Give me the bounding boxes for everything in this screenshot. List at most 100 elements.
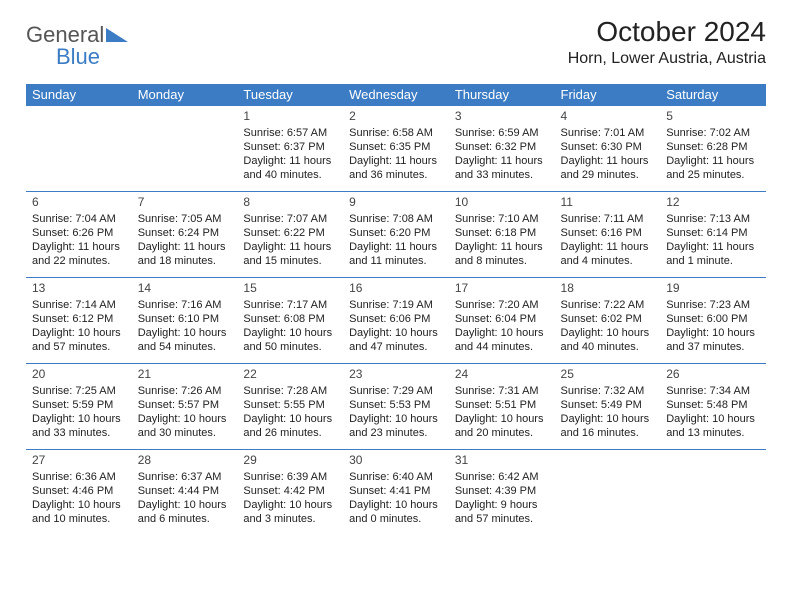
- sunset: Sunset: 6:14 PM: [666, 226, 760, 240]
- sunrise: Sunrise: 7:19 AM: [349, 298, 443, 312]
- day-cell: 11Sunrise: 7:11 AMSunset: 6:16 PMDayligh…: [555, 192, 661, 278]
- sunrise: Sunrise: 7:34 AM: [666, 384, 760, 398]
- day-number: 1: [243, 109, 337, 125]
- day-number: 21: [138, 367, 232, 383]
- day-cell: 9Sunrise: 7:08 AMSunset: 6:20 PMDaylight…: [343, 192, 449, 278]
- day-number: 24: [455, 367, 549, 383]
- day-number: 26: [666, 367, 760, 383]
- daylight: Daylight: 10 hours and 30 minutes.: [138, 412, 232, 441]
- sunrise: Sunrise: 7:22 AM: [561, 298, 655, 312]
- day-number: 12: [666, 195, 760, 211]
- daylight: Daylight: 10 hours and 54 minutes.: [138, 326, 232, 355]
- sunset: Sunset: 6:24 PM: [138, 226, 232, 240]
- sunrise: Sunrise: 7:29 AM: [349, 384, 443, 398]
- daylight: Daylight: 10 hours and 16 minutes.: [561, 412, 655, 441]
- day-cell: 6Sunrise: 7:04 AMSunset: 6:26 PMDaylight…: [26, 192, 132, 278]
- day-number: 18: [561, 281, 655, 297]
- sunrise: Sunrise: 7:28 AM: [243, 384, 337, 398]
- day-cell: 3Sunrise: 6:59 AMSunset: 6:32 PMDaylight…: [449, 106, 555, 192]
- day-cell: 28Sunrise: 6:37 AMSunset: 4:44 PMDayligh…: [132, 450, 238, 536]
- sunset: Sunset: 6:16 PM: [561, 226, 655, 240]
- day-cell: 20Sunrise: 7:25 AMSunset: 5:59 PMDayligh…: [26, 364, 132, 450]
- daylight: Daylight: 11 hours and 25 minutes.: [666, 154, 760, 183]
- day-number: 13: [32, 281, 126, 297]
- daylight: Daylight: 11 hours and 40 minutes.: [243, 154, 337, 183]
- day-number: 28: [138, 453, 232, 469]
- day-number: 3: [455, 109, 549, 125]
- day-number: 2: [349, 109, 443, 125]
- daylight: Daylight: 10 hours and 10 minutes.: [32, 498, 126, 527]
- day-number: 7: [138, 195, 232, 211]
- sunrise: Sunrise: 7:10 AM: [455, 212, 549, 226]
- sunrise: Sunrise: 7:05 AM: [138, 212, 232, 226]
- day-cell: 23Sunrise: 7:29 AMSunset: 5:53 PMDayligh…: [343, 364, 449, 450]
- sunset: Sunset: 6:02 PM: [561, 312, 655, 326]
- sunrise: Sunrise: 7:01 AM: [561, 126, 655, 140]
- sunset: Sunset: 4:41 PM: [349, 484, 443, 498]
- daylight: Daylight: 11 hours and 29 minutes.: [561, 154, 655, 183]
- day-number: 29: [243, 453, 337, 469]
- day-cell: 7Sunrise: 7:05 AMSunset: 6:24 PMDaylight…: [132, 192, 238, 278]
- sunrise: Sunrise: 7:20 AM: [455, 298, 549, 312]
- daylight: Daylight: 11 hours and 4 minutes.: [561, 240, 655, 269]
- day-number: 19: [666, 281, 760, 297]
- sunset: Sunset: 6:37 PM: [243, 140, 337, 154]
- calendar-row: 1Sunrise: 6:57 AMSunset: 6:37 PMDaylight…: [26, 106, 766, 192]
- calendar-row: 6Sunrise: 7:04 AMSunset: 6:26 PMDaylight…: [26, 192, 766, 278]
- weekday-header: Thursday: [449, 84, 555, 106]
- sunset: Sunset: 4:44 PM: [138, 484, 232, 498]
- calendar-row: 13Sunrise: 7:14 AMSunset: 6:12 PMDayligh…: [26, 278, 766, 364]
- sunset: Sunset: 6:18 PM: [455, 226, 549, 240]
- daylight: Daylight: 11 hours and 18 minutes.: [138, 240, 232, 269]
- daylight: Daylight: 11 hours and 8 minutes.: [455, 240, 549, 269]
- day-cell: 19Sunrise: 7:23 AMSunset: 6:00 PMDayligh…: [660, 278, 766, 364]
- day-number: 16: [349, 281, 443, 297]
- day-cell: 1Sunrise: 6:57 AMSunset: 6:37 PMDaylight…: [237, 106, 343, 192]
- sunset: Sunset: 6:22 PM: [243, 226, 337, 240]
- day-number: 8: [243, 195, 337, 211]
- day-cell: 29Sunrise: 6:39 AMSunset: 4:42 PMDayligh…: [237, 450, 343, 536]
- title-block: October 2024 Horn, Lower Austria, Austri…: [568, 16, 766, 68]
- calendar-body: 1Sunrise: 6:57 AMSunset: 6:37 PMDaylight…: [26, 106, 766, 536]
- sunset: Sunset: 6:06 PM: [349, 312, 443, 326]
- weekday-header: Friday: [555, 84, 661, 106]
- weekday-header: Monday: [132, 84, 238, 106]
- sunrise: Sunrise: 7:25 AM: [32, 384, 126, 398]
- day-number: 30: [349, 453, 443, 469]
- sunrise: Sunrise: 6:57 AM: [243, 126, 337, 140]
- daylight: Daylight: 10 hours and 47 minutes.: [349, 326, 443, 355]
- sunset: Sunset: 5:53 PM: [349, 398, 443, 412]
- day-cell: 5Sunrise: 7:02 AMSunset: 6:28 PMDaylight…: [660, 106, 766, 192]
- weekday-header: Tuesday: [237, 84, 343, 106]
- sunrise: Sunrise: 7:14 AM: [32, 298, 126, 312]
- day-cell: 17Sunrise: 7:20 AMSunset: 6:04 PMDayligh…: [449, 278, 555, 364]
- sunset: Sunset: 6:20 PM: [349, 226, 443, 240]
- day-cell: 4Sunrise: 7:01 AMSunset: 6:30 PMDaylight…: [555, 106, 661, 192]
- day-number: 5: [666, 109, 760, 125]
- daylight: Daylight: 10 hours and 0 minutes.: [349, 498, 443, 527]
- day-cell: 18Sunrise: 7:22 AMSunset: 6:02 PMDayligh…: [555, 278, 661, 364]
- weekday-header: Wednesday: [343, 84, 449, 106]
- logo-triangle-icon: [106, 22, 128, 48]
- daylight: Daylight: 10 hours and 40 minutes.: [561, 326, 655, 355]
- calendar-table: SundayMondayTuesdayWednesdayThursdayFrid…: [26, 84, 766, 536]
- daylight: Daylight: 10 hours and 26 minutes.: [243, 412, 337, 441]
- daylight: Daylight: 10 hours and 57 minutes.: [32, 326, 126, 355]
- day-number: 17: [455, 281, 549, 297]
- day-cell: 25Sunrise: 7:32 AMSunset: 5:49 PMDayligh…: [555, 364, 661, 450]
- day-cell: 30Sunrise: 6:40 AMSunset: 4:41 PMDayligh…: [343, 450, 449, 536]
- day-cell: 26Sunrise: 7:34 AMSunset: 5:48 PMDayligh…: [660, 364, 766, 450]
- sunrise: Sunrise: 7:07 AM: [243, 212, 337, 226]
- calendar-row: 20Sunrise: 7:25 AMSunset: 5:59 PMDayligh…: [26, 364, 766, 450]
- daylight: Daylight: 11 hours and 15 minutes.: [243, 240, 337, 269]
- weekday-header-row: SundayMondayTuesdayWednesdayThursdayFrid…: [26, 84, 766, 106]
- daylight: Daylight: 11 hours and 33 minutes.: [455, 154, 549, 183]
- sunrise: Sunrise: 7:13 AM: [666, 212, 760, 226]
- daylight: Daylight: 10 hours and 23 minutes.: [349, 412, 443, 441]
- daylight: Daylight: 10 hours and 44 minutes.: [455, 326, 549, 355]
- sunrise: Sunrise: 7:02 AM: [666, 126, 760, 140]
- sunset: Sunset: 6:30 PM: [561, 140, 655, 154]
- sunset: Sunset: 6:04 PM: [455, 312, 549, 326]
- sunrise: Sunrise: 6:39 AM: [243, 470, 337, 484]
- sunset: Sunset: 6:35 PM: [349, 140, 443, 154]
